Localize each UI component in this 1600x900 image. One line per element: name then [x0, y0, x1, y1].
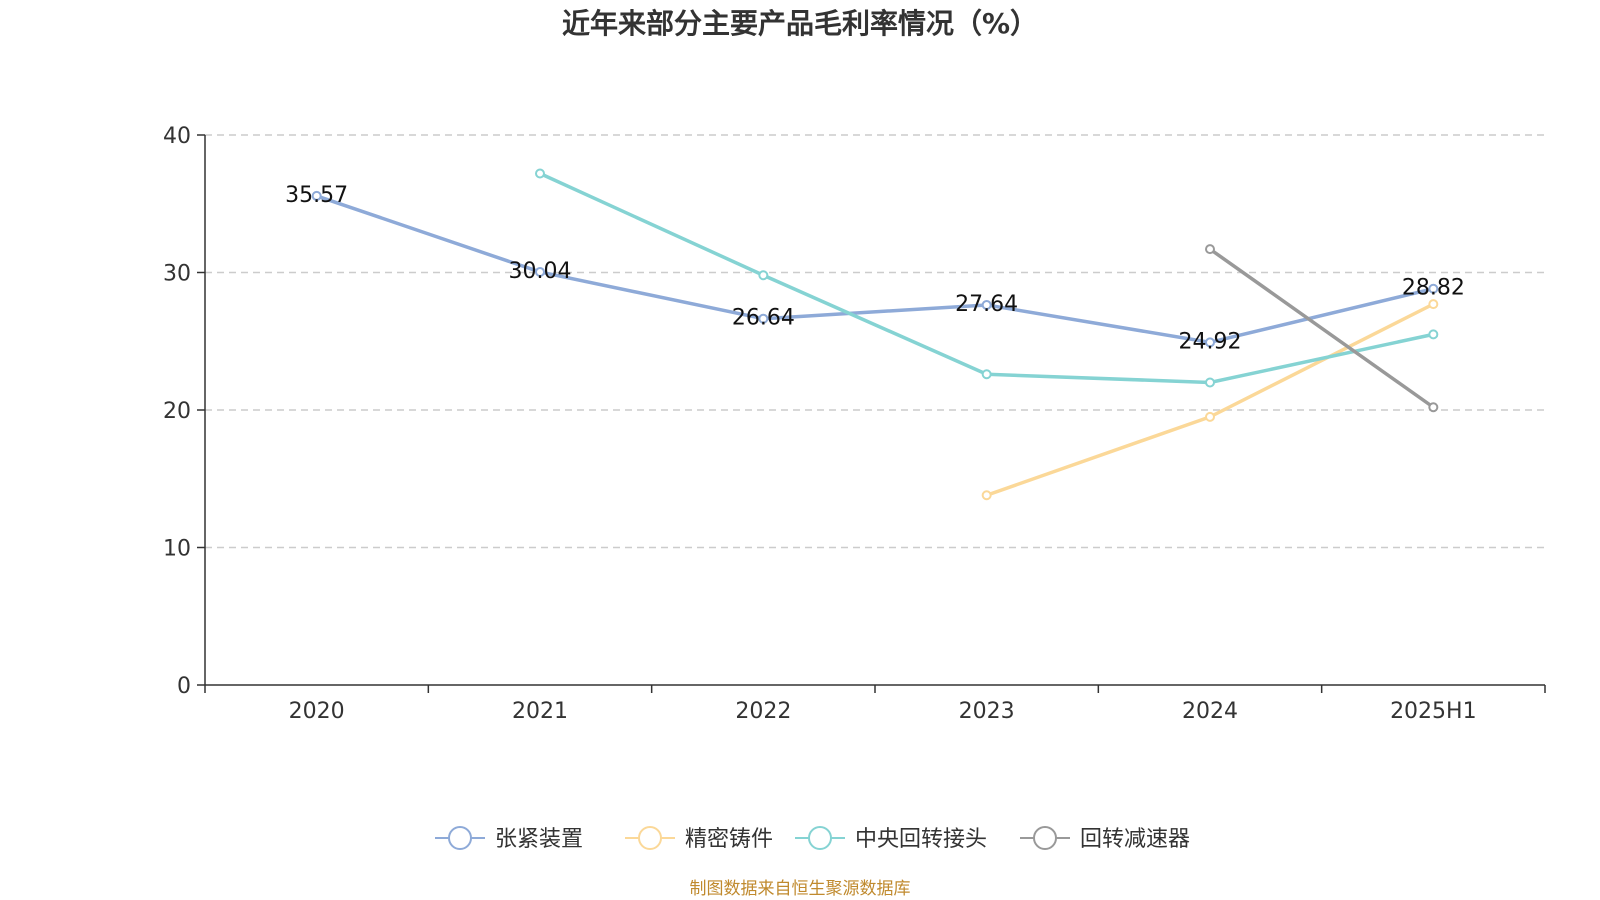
legend: 张紧装置 精密铸件 中央回转接头 回转减速器 [435, 826, 1190, 852]
legend-swatch-marker [448, 826, 472, 850]
x-tick-label: 2025H1 [1390, 699, 1477, 724]
x-tick-label: 2022 [735, 699, 791, 724]
x-tick-label: 2021 [512, 699, 568, 724]
y-tick-label: 20 [163, 399, 191, 424]
data-label: 35.57 [285, 183, 348, 208]
source-note: 制图数据来自恒生聚源数据库 [690, 879, 911, 899]
data-label: 26.64 [732, 306, 795, 331]
series-point-3 [1205, 377, 1215, 388]
data-label: 27.64 [955, 292, 1018, 317]
legend-swatch-marker [1033, 826, 1057, 850]
series-point-2 [1428, 299, 1439, 310]
series-point-1 [981, 299, 992, 310]
series-line-1 [314, 194, 1436, 345]
series-point-3 [535, 168, 545, 179]
legend-label: 回转减速器 [1080, 827, 1190, 852]
y-tick-label: 30 [163, 262, 191, 287]
series-point-1 [1428, 283, 1439, 294]
x-tick-label: 2020 [289, 699, 345, 724]
series-point-3 [1428, 329, 1439, 340]
data-label: 30.04 [509, 259, 572, 284]
series-point-3 [981, 369, 992, 380]
data-label-layer: 35.57 30.04 26.64 27.64 24.92 28.82 [285, 183, 1465, 354]
x-tick-label: 2023 [959, 699, 1015, 724]
series-point-1 [1205, 337, 1215, 348]
series-point-2 [1205, 411, 1215, 422]
series-point-4 [1205, 244, 1215, 255]
chart-title: 近年来部分主要产品毛利率情况（%） [562, 7, 1038, 40]
series-point-4 [1428, 402, 1439, 413]
axis-layer: 0 10 20 30 40 2020 2021 2022 2023 2024 2025H1 [163, 124, 1546, 724]
series-point-1 [535, 266, 545, 277]
series-point-2 [981, 490, 992, 501]
legend-item: 中央回转接头 [795, 826, 987, 852]
series-point-1 [311, 190, 322, 201]
legend-swatch-marker [808, 826, 832, 850]
legend-label: 精密铸件 [685, 827, 773, 852]
data-label: 24.92 [1179, 329, 1242, 354]
series-point-3 [758, 270, 769, 281]
legend-swatch-marker [638, 826, 662, 850]
legend-item: 张紧装置 [435, 826, 583, 852]
series-layer [311, 168, 1439, 501]
x-tick-label: 2024 [1182, 699, 1238, 724]
data-label: 28.82 [1402, 276, 1465, 301]
legend-label: 张紧装置 [495, 827, 583, 852]
legend-item: 精密铸件 [625, 826, 773, 852]
legend-item: 回转减速器 [1020, 826, 1190, 852]
y-tick-label: 10 [163, 537, 191, 562]
grid-layer [205, 134, 1545, 549]
y-tick-label: 0 [177, 674, 191, 699]
legend-label: 中央回转接头 [855, 827, 987, 852]
series-line-4 [1208, 247, 1436, 409]
series-line-3 [538, 171, 1436, 385]
y-tick-label: 40 [163, 124, 191, 149]
series-point-1 [758, 313, 769, 324]
